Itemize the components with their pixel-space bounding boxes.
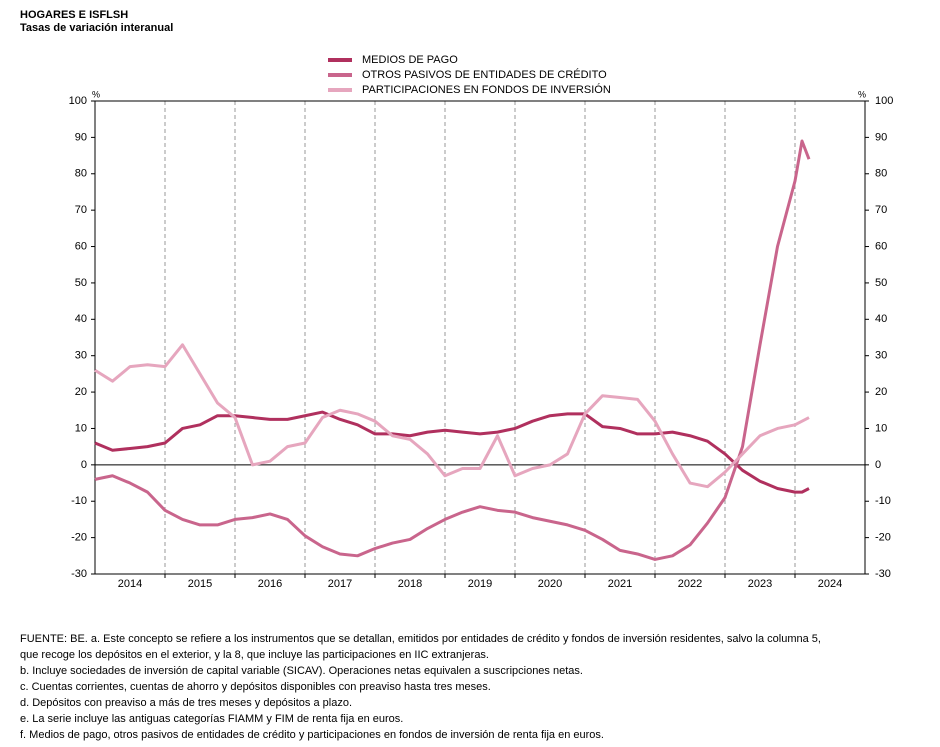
- y-tick-label-right: 0: [875, 459, 881, 471]
- y-tick-label-right: 100: [875, 95, 893, 107]
- y-tick-label-right: 80: [875, 168, 887, 180]
- series-line: [94, 410, 810, 494]
- x-tick-label: 2017: [328, 578, 352, 590]
- x-tick-label: 2024: [818, 578, 842, 590]
- y-tick-label: 30: [75, 350, 87, 362]
- footnote: que recoge los depósitos en el exterior,…: [20, 649, 489, 661]
- y-tick-label-right: -30: [875, 568, 891, 580]
- footnote: FUENTE: BE. a. Este concepto se refiere …: [20, 633, 821, 645]
- y-tick-label: -20: [71, 532, 87, 544]
- legend-label: PARTICIPACIONES EN FONDOS DE INVERSIÓN: [362, 83, 611, 96]
- y-tick-label: 20: [75, 386, 87, 398]
- y-tick-label: -30: [71, 568, 87, 580]
- x-tick-label: 2021: [608, 578, 632, 590]
- x-tick-label: 2016: [258, 578, 282, 590]
- x-tick-label: 2018: [398, 578, 422, 590]
- plot-frame: [94, 100, 866, 575]
- y-tick-label-right: 70: [875, 204, 887, 216]
- y-tick-label-right: 60: [875, 240, 887, 252]
- y-unit-right: %: [858, 89, 866, 99]
- y-tick-label: 100: [69, 95, 87, 107]
- series-line: [94, 343, 810, 489]
- x-tick-label: 2015: [188, 578, 212, 590]
- y-tick-label-right: 50: [875, 277, 887, 289]
- series-line: [94, 139, 811, 561]
- chart-subtitle: Tasas de variación interanual: [20, 22, 173, 34]
- y-tick-label: 90: [75, 131, 87, 143]
- y-tick-label-right: 40: [875, 313, 887, 325]
- y-tick-label-right: -20: [875, 532, 891, 544]
- y-unit-left: %: [92, 89, 100, 99]
- y-tick-label-right: 20: [875, 386, 887, 398]
- legend-label: MEDIOS DE PAGO: [362, 54, 458, 66]
- footnote: f. Medios de pago, otros pasivos de enti…: [20, 729, 604, 741]
- footnote: e. La serie incluye las antiguas categor…: [20, 713, 404, 725]
- y-tick-label: 50: [75, 277, 87, 289]
- x-tick-label: 2019: [468, 578, 492, 590]
- footnote: c. Cuentas corrientes, cuentas de ahorro…: [20, 681, 491, 693]
- y-tick-label: 10: [75, 422, 87, 434]
- chart-title: HOGARES E ISFLSH: [20, 9, 128, 21]
- footnotes: FUENTE: BE. a. Este concepto se refiere …: [20, 631, 821, 743]
- y-tick-label-right: 10: [875, 422, 887, 434]
- y-tick-label-right: 30: [875, 350, 887, 362]
- y-tick-label: 60: [75, 240, 87, 252]
- y-tick-label-right: 90: [875, 131, 887, 143]
- y-tick-label: 0: [81, 459, 87, 471]
- legend-label: OTROS PASIVOS DE ENTIDADES DE CRÉDITO: [362, 68, 607, 81]
- x-tick-label: 2023: [748, 578, 772, 590]
- x-tick-label: 2014: [118, 578, 142, 590]
- chart: HOGARES E ISFLSH Tasas de variación inte…: [20, 9, 893, 590]
- y-tick-label: 70: [75, 204, 87, 216]
- x-tick-label: 2022: [678, 578, 702, 590]
- y-tick-label-right: -10: [875, 495, 891, 507]
- y-tick-label: 40: [75, 313, 87, 325]
- footnote: d. Depósitos con preaviso a más de tres …: [20, 697, 353, 709]
- footnote: b. Incluye sociedades de inversión de ca…: [20, 665, 583, 677]
- y-tick-label: 80: [75, 168, 87, 180]
- x-tick-label: 2020: [538, 578, 562, 590]
- y-tick-label: -10: [71, 495, 87, 507]
